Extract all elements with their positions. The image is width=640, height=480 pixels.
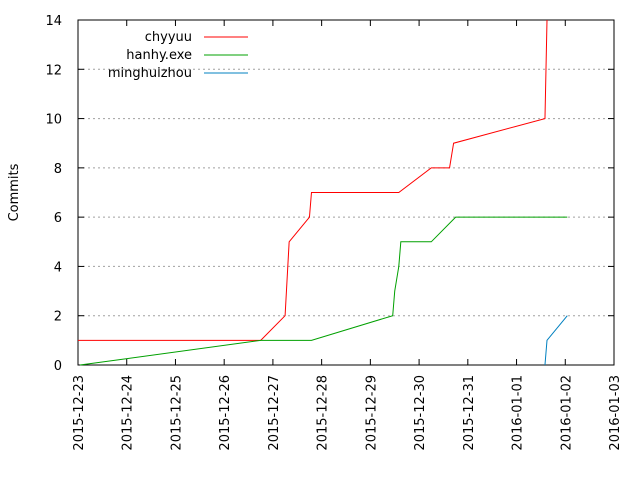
legend-label: hanhy.exe	[126, 48, 192, 63]
x-tick-label: 2015-12-29	[364, 375, 379, 451]
x-tick-label: 2016-01-01	[511, 375, 526, 451]
y-tick-label: 8	[54, 162, 62, 177]
series-group	[78, 19, 568, 366]
x-tick-label: 2015-12-26	[218, 375, 233, 451]
y-tick-label: 0	[54, 359, 62, 374]
series-line-hanhy-exe	[79, 216, 568, 366]
y-tick-label: 2	[54, 310, 62, 325]
x-tick-label: 2015-12-31	[462, 375, 477, 451]
x-tick-label: 2015-12-25	[169, 375, 184, 451]
axis-ticks: 0 2 4 6 8 10 12 14 2015-12-23 2015-12-24 2015-12-2…	[45, 14, 623, 451]
x-tick-label: 2016-01-02	[559, 375, 574, 451]
y-tick-label: 4	[54, 260, 62, 275]
x-tick-label: 2015-12-27	[267, 375, 282, 451]
y-tick-label: 12	[45, 63, 62, 78]
legend-label: minghuizhou	[108, 66, 192, 81]
x-tick-label: 2015-12-24	[121, 375, 136, 451]
x-tick-label: 2016-01-03	[608, 375, 623, 451]
x-tick-label: 2015-12-28	[316, 375, 331, 451]
y-tick-label: 10	[45, 113, 62, 128]
series-line-minghuizhou	[544, 315, 568, 366]
y-axis-title: Commits	[7, 163, 22, 221]
x-tick-label: 2015-12-30	[413, 375, 428, 451]
y-tick-label: 14	[45, 14, 62, 29]
x-tick-label: 2015-12-23	[72, 375, 87, 451]
series-line-chyyuu	[78, 19, 548, 341]
legend-label: chyyuu	[145, 30, 192, 45]
y-tick-label: 6	[54, 211, 62, 226]
plot-frame	[77, 19, 615, 366]
legend: chyyuu hanhy.exe minghuizhou	[108, 30, 248, 81]
